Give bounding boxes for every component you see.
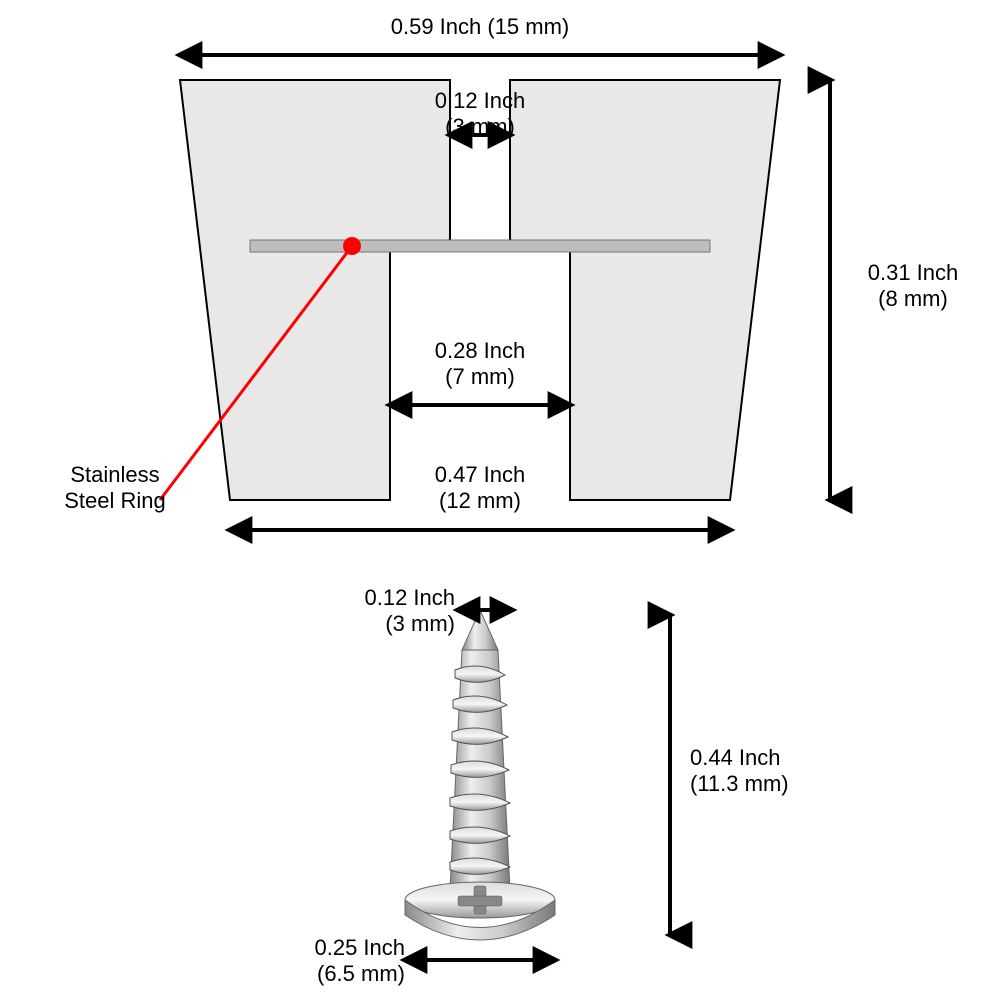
screw-diagram xyxy=(0,560,1000,1000)
lbl-head-width: 0.25 Inch(6.5 mm) xyxy=(265,935,405,988)
lbl-tip-width: 0.12 Inch(3 mm) xyxy=(315,585,455,638)
ring-band xyxy=(250,240,710,252)
lbl-notch-top: 0.12 Inch(3 mm) xyxy=(400,88,560,141)
lbl-notch-mid: 0.28 Inch(7 mm) xyxy=(400,338,560,391)
lbl-top-width: 0.59 Inch (15 mm) xyxy=(380,14,580,40)
bumper-left xyxy=(180,80,450,500)
lbl-screw-length: 0.44 Inch(11.3 mm) xyxy=(690,745,830,798)
lbl-callout: Stainless Steel Ring xyxy=(55,462,175,515)
lbl-height: 0.31 Inch(8 mm) xyxy=(848,260,978,313)
bumper-right xyxy=(510,80,780,500)
lbl-bottom-width: 0.47 Inch(12 mm) xyxy=(400,462,560,515)
screw-tip xyxy=(462,610,498,650)
